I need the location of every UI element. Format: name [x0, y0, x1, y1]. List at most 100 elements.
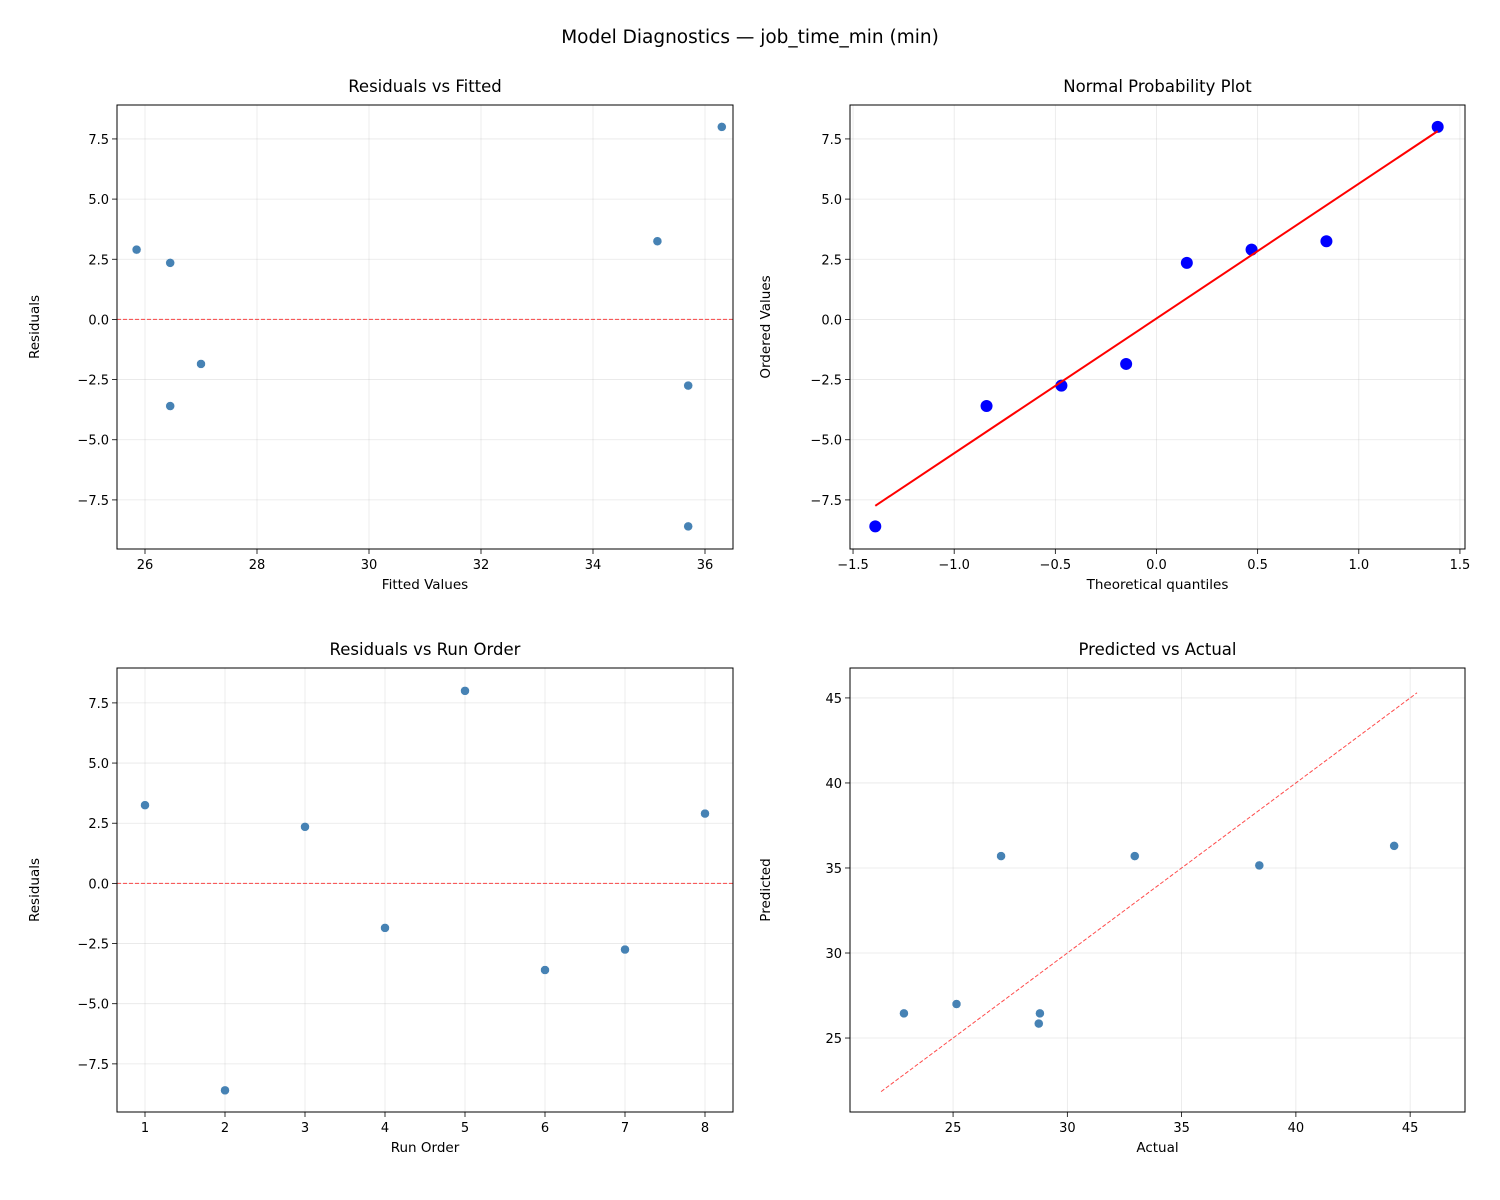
axes-frame — [849, 104, 1466, 550]
data-point — [140, 800, 150, 810]
data-point — [683, 521, 693, 532]
y-axis-label: Predicted — [758, 858, 774, 921]
x-tick-label: 26 — [137, 558, 154, 573]
y-tick-label: 2.5 — [821, 253, 842, 268]
data-point — [700, 808, 710, 819]
x-tick-label: 3 — [301, 1121, 309, 1136]
y-tick-label: −7.5 — [810, 494, 842, 509]
data-point — [165, 258, 175, 268]
data-point — [1120, 357, 1133, 370]
data-point — [196, 359, 206, 369]
data-point — [220, 1085, 230, 1096]
x-tick-label: 0.5 — [1247, 558, 1268, 573]
data-point — [1320, 235, 1333, 248]
y-tick-label: 5.0 — [88, 757, 109, 772]
y-axis-label: Residuals — [27, 858, 43, 922]
y-tick-label: −5.0 — [77, 998, 109, 1013]
figure-suptitle: Model Diagnostics — job_time_min (min) — [561, 27, 939, 48]
data-point — [1245, 243, 1258, 256]
y-tick-label: −2.5 — [810, 374, 842, 389]
y-tick-label: 5.0 — [821, 193, 842, 208]
data-point — [869, 520, 882, 533]
x-tick-label: 36 — [697, 558, 714, 573]
subplot-3: 1 2 3 4 5 6 7 8 −7.5 −5.0 −2.5 0.0 2.5 5.0 7.5 Residual… — [27, 640, 734, 1156]
data-point — [1180, 256, 1193, 269]
subplot-title: Residuals vs Run Order — [330, 640, 521, 659]
data-point — [1431, 120, 1444, 133]
y-tick-label: 7.5 — [88, 697, 109, 712]
y-tick-label: 2.5 — [88, 253, 109, 268]
y-tick-label: −7.5 — [77, 494, 109, 509]
data-point — [1130, 851, 1140, 861]
subplot-title: Predicted vs Actual — [1079, 640, 1237, 659]
y-tick-label: −5.0 — [77, 434, 109, 449]
y-axis-label: Ordered Values — [758, 275, 774, 378]
data-point — [165, 401, 175, 411]
subplot-4: 25 30 35 40 45 25 30 35 40 45 Predicted vs Actual A… — [758, 640, 1466, 1156]
x-tick-label: 2 — [221, 1121, 229, 1136]
x-tick-label: 4 — [381, 1121, 389, 1136]
x-axis-label: Run Order — [391, 1140, 460, 1156]
data-point — [1035, 1008, 1045, 1019]
y-tick-label: 30 — [825, 947, 842, 962]
data-point — [683, 380, 693, 391]
subplot-2: −1.5 −1.0 −0.5 0.0 0.5 1.0 1.5 −7.5 −5.0 −2.5 0.0 2… — [758, 77, 1470, 593]
data-point — [899, 1008, 909, 1019]
x-tick-label: 25 — [945, 1121, 962, 1136]
x-tick-label: 1.0 — [1348, 558, 1369, 573]
data-point — [131, 244, 142, 255]
data-point — [996, 851, 1006, 861]
subplot-title: Normal Probability Plot — [1063, 77, 1252, 96]
subplot-title: Residuals vs Fitted — [348, 77, 502, 96]
axes-frame — [849, 667, 1466, 1113]
data-point — [951, 999, 962, 1009]
x-tick-label: −1.0 — [938, 558, 970, 573]
x-tick-label: 35 — [1173, 1121, 1190, 1136]
y-tick-label: 35 — [825, 862, 842, 877]
identity-reference-line — [880, 692, 1418, 1092]
x-tick-label: 1.5 — [1450, 558, 1471, 573]
data-point — [460, 686, 470, 696]
x-tick-label: 45 — [1402, 1121, 1419, 1136]
y-axis-label: Residuals — [27, 295, 43, 359]
x-tick-label: 6 — [541, 1121, 549, 1136]
data-point — [652, 236, 663, 246]
x-tick-label: −1.5 — [837, 558, 869, 573]
x-tick-label: 30 — [1059, 1121, 1076, 1136]
x-axis-label: Actual — [1136, 1140, 1178, 1156]
axes-frame — [116, 104, 734, 550]
data-point — [540, 965, 550, 975]
data-point — [980, 400, 993, 413]
x-axis-label: Fitted Values — [382, 577, 468, 593]
y-tick-label: 5.0 — [88, 193, 109, 208]
y-tick-label: 2.5 — [88, 817, 109, 832]
x-tick-label: 0.0 — [1146, 558, 1167, 573]
x-tick-label: 5 — [461, 1121, 469, 1136]
x-tick-label: 40 — [1288, 1121, 1305, 1136]
data-point — [1389, 841, 1399, 851]
y-tick-label: 7.5 — [88, 133, 109, 148]
y-tick-label: −2.5 — [77, 374, 109, 389]
x-axis-label: Theoretical quantiles — [1086, 577, 1229, 593]
qq-fit-line — [874, 130, 1439, 507]
data-point — [717, 122, 727, 132]
x-tick-label: 30 — [361, 558, 378, 573]
y-tick-label: 45 — [825, 692, 842, 707]
data-point — [1034, 1018, 1044, 1029]
y-tick-label: 7.5 — [821, 133, 842, 148]
y-tick-label: −2.5 — [77, 938, 109, 953]
x-tick-label: 1 — [141, 1121, 149, 1136]
subplot-1: 26 28 30 32 34 36 −7.5 −5.0 −2.5 0.0 2.5 5.0 7.5 Resi… — [27, 77, 734, 593]
data-point — [300, 822, 310, 832]
y-tick-label: 0.0 — [821, 313, 842, 328]
x-tick-label: 7 — [621, 1121, 629, 1136]
x-tick-label: 28 — [249, 558, 266, 573]
y-tick-label: 0.0 — [88, 877, 109, 892]
y-tick-label: −7.5 — [77, 1058, 109, 1073]
y-tick-label: 0.0 — [88, 313, 109, 328]
data-point — [620, 944, 630, 955]
y-tick-label: −5.0 — [810, 434, 842, 449]
axes-frame — [116, 667, 734, 1113]
x-tick-label: 8 — [701, 1121, 709, 1136]
